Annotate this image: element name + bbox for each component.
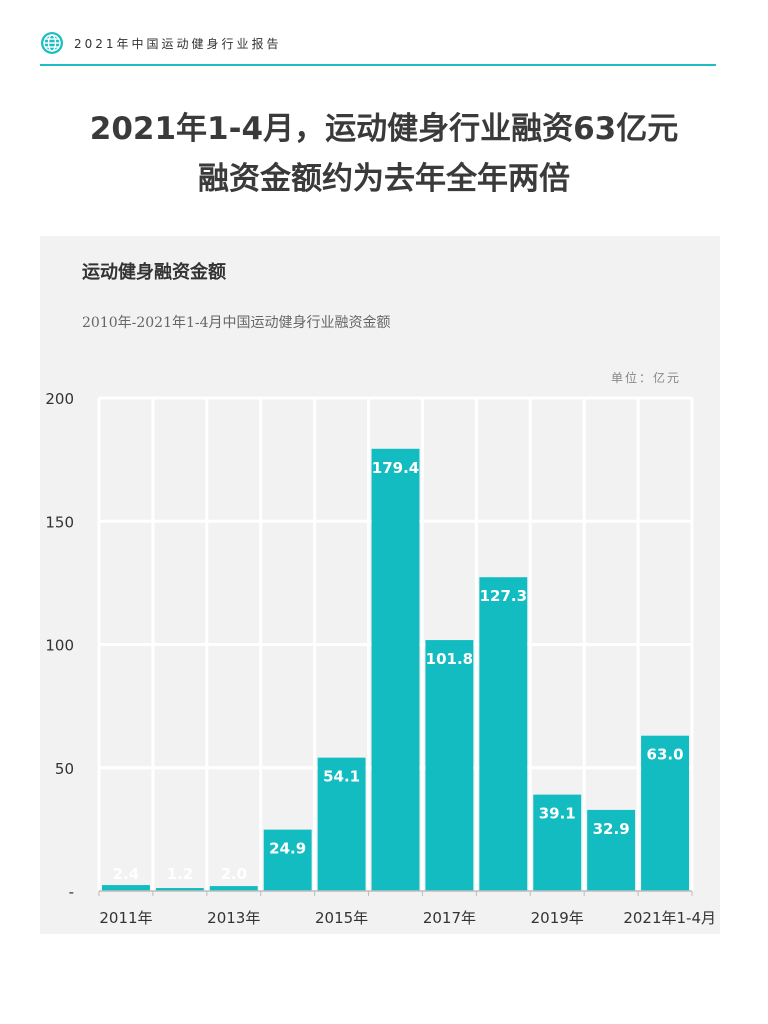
bar-data-label: 63.0: [647, 746, 684, 764]
bar: [317, 757, 366, 891]
chart-subtitle: 2010年-2021年1-4月中国运动健身行业融资金额: [82, 315, 391, 331]
title-line-2: 融资金额约为去年全年两倍: [198, 161, 570, 197]
bar: [102, 885, 150, 891]
x-tick-label: 2021年1-4月: [623, 909, 716, 927]
bar-data-label: 54.1: [323, 768, 360, 786]
x-tick-label: 2017年: [423, 909, 476, 927]
bar-data-label: 1.2: [167, 865, 194, 883]
bar-data-label: 127.3: [480, 587, 527, 605]
header-text: 2021年中国运动健身行业报告: [74, 37, 282, 51]
bar-data-label: 101.8: [426, 650, 473, 668]
bar: [479, 577, 528, 891]
bar-data-label: 39.1: [539, 805, 576, 823]
y-tick-label: 150: [45, 513, 74, 531]
bar: [425, 640, 474, 891]
y-tick-label: -: [69, 883, 74, 901]
y-tick-label: 50: [55, 760, 74, 778]
y-tick-label: 100: [45, 637, 74, 655]
bar: [155, 888, 204, 891]
bar: [641, 735, 689, 891]
bar: [371, 448, 420, 891]
page-title: 2021年1-4月，运动健身行业融资63亿元 融资金额约为去年全年两倍: [0, 104, 768, 204]
y-tick-label: 200: [45, 390, 74, 408]
bar: [209, 886, 258, 891]
unit-label: 单位：亿元: [611, 371, 682, 385]
bar-data-label: 32.9: [593, 820, 630, 838]
x-tick-label: 2019年: [531, 909, 584, 927]
bar-data-label: 2.4: [113, 865, 140, 883]
x-tick-label: 2011年: [99, 909, 152, 927]
bar-data-label: 24.9: [269, 840, 306, 858]
bar-data-label: 179.4: [372, 459, 419, 477]
bar: [587, 809, 636, 891]
report-header: 2021年中国运动健身行业报告: [40, 28, 716, 66]
chart-title: 运动健身融资金额: [82, 262, 226, 283]
x-tick-label: 2013年: [207, 909, 260, 927]
globe-icon: [41, 32, 63, 54]
bar: [263, 829, 312, 891]
bar: [533, 794, 582, 891]
title-line-1: 2021年1-4月，运动健身行业融资63亿元: [89, 111, 679, 147]
x-tick-label: 2015年: [315, 909, 368, 927]
bar-data-label: 2.0: [220, 865, 247, 883]
